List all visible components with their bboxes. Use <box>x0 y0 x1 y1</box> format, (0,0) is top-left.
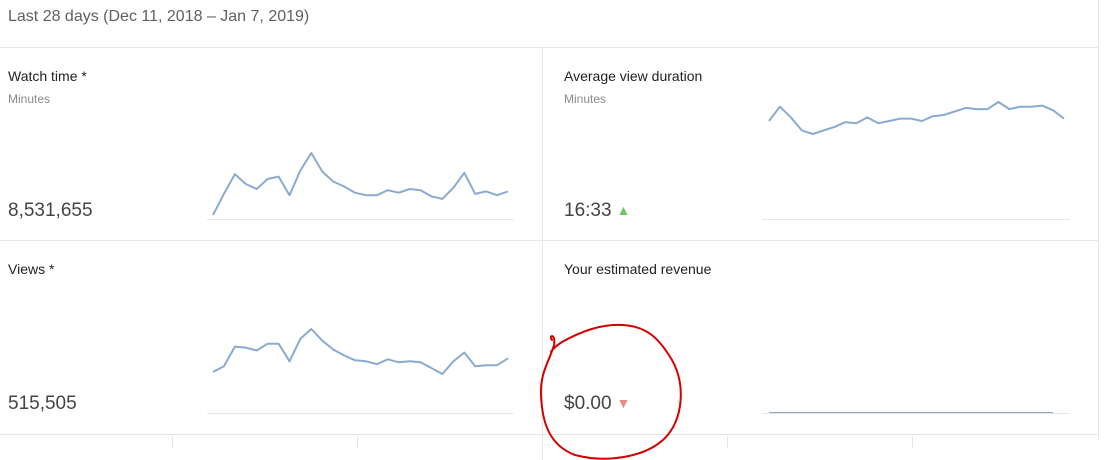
center-divider <box>542 47 543 460</box>
sparkline-baseline <box>207 219 514 220</box>
sparkline-series <box>768 101 1065 135</box>
card-title: Average view duration <box>564 68 703 84</box>
sparkline-baseline <box>762 413 1070 414</box>
card-title: Views * <box>8 261 55 277</box>
middle-divider <box>0 240 1098 241</box>
right-edge-divider <box>1098 0 1099 440</box>
divider-tick <box>357 436 358 448</box>
bottom-divider <box>0 434 1098 435</box>
sparkline-baseline <box>762 219 1070 220</box>
top-divider <box>0 47 1098 48</box>
watch-time-card[interactable]: Watch time * Minutes 8,531,655 <box>0 48 542 240</box>
views-sparkline <box>212 328 509 375</box>
card-title: Your estimated revenue <box>564 261 712 277</box>
views-card[interactable]: Views * 515,505 <box>0 241 542 434</box>
metric-value: 16:33 <box>564 200 612 221</box>
card-value: 8,531,655 <box>8 200 93 222</box>
divider-tick <box>912 436 913 448</box>
metric-value: 8,531,655 <box>8 200 93 221</box>
divider-tick <box>172 436 173 448</box>
sparkline-series <box>212 152 509 216</box>
estimated-revenue-card[interactable]: Your estimated revenue $0.00 ▼ <box>543 241 1098 434</box>
card-subtitle: Minutes <box>564 92 607 106</box>
sparkline-series <box>212 328 509 375</box>
card-value: 16:33 ▲ <box>564 200 630 222</box>
card-subtitle: Minutes <box>8 92 51 106</box>
estimated-revenue-sparkline <box>769 412 1053 414</box>
average-view-duration-card[interactable]: Average view duration Minutes 16:33 ▲ <box>543 48 1098 240</box>
date-range-label[interactable]: Last 28 days (Dec 11, 2018 – Jan 7, 2019… <box>8 8 310 25</box>
divider-tick <box>727 436 728 448</box>
average-view-duration-sparkline <box>768 101 1065 135</box>
triangle-up-icon: ▲ <box>616 202 631 218</box>
metric-value: 515,505 <box>8 393 77 414</box>
sparkline-baseline <box>207 413 514 414</box>
watch-time-sparkline <box>212 152 509 216</box>
card-value: 515,505 <box>8 393 77 415</box>
card-title: Watch time * <box>8 68 87 84</box>
